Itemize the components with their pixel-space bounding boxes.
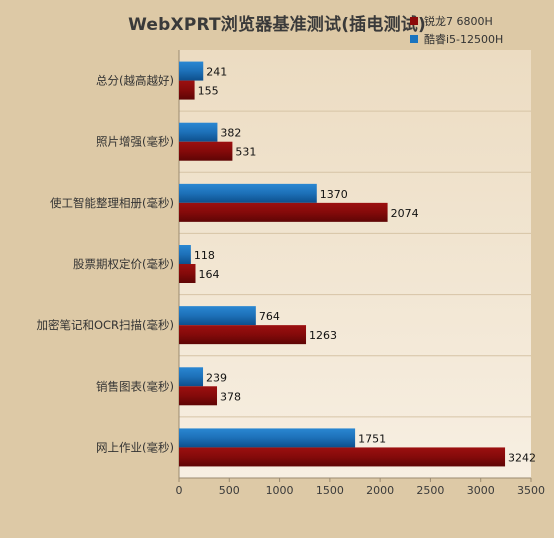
data-label-core-i5: 1751 bbox=[358, 432, 386, 445]
x-tick-label: 3500 bbox=[517, 484, 545, 497]
data-label-core-i5: 241 bbox=[206, 66, 227, 79]
category-label: 股票期权定价(毫秒) bbox=[73, 257, 174, 271]
legend-label-ryzen: 锐龙7 6800H bbox=[424, 15, 493, 28]
category-label: 销售图表(毫秒) bbox=[96, 379, 174, 393]
legend-label-core: 酷睿i5-12500H bbox=[424, 33, 504, 46]
data-label-ryzen7: 1263 bbox=[309, 329, 337, 342]
data-label-ryzen7: 531 bbox=[235, 146, 256, 159]
bar-ryzen7 bbox=[179, 141, 233, 161]
legend-swatch-core bbox=[410, 35, 418, 43]
x-tick-label: 2000 bbox=[366, 484, 394, 497]
bar-core-i5 bbox=[179, 428, 356, 448]
bar-ryzen7 bbox=[179, 386, 218, 406]
bar-ryzen7 bbox=[179, 447, 506, 467]
bar-core-i5 bbox=[179, 306, 256, 326]
bar-ryzen7 bbox=[179, 264, 196, 283]
bar-core-i5 bbox=[179, 183, 317, 203]
bar-ryzen7 bbox=[179, 202, 388, 222]
category-label: 加密笔记和OCR扫描(毫秒) bbox=[36, 318, 174, 332]
data-label-core-i5: 118 bbox=[194, 249, 215, 262]
x-tick-label: 2500 bbox=[416, 484, 444, 497]
x-tick-label: 0 bbox=[176, 484, 183, 497]
category-label: 照片增强(毫秒) bbox=[96, 135, 174, 149]
data-label-core-i5: 1370 bbox=[320, 188, 348, 201]
category-label: 网上作业(毫秒) bbox=[96, 440, 174, 454]
data-label-ryzen7: 378 bbox=[220, 390, 241, 403]
bar-core-i5 bbox=[179, 61, 204, 81]
data-label-core-i5: 764 bbox=[259, 310, 280, 323]
data-label-ryzen7: 2074 bbox=[391, 207, 419, 220]
data-label-ryzen7: 164 bbox=[198, 268, 219, 281]
category-label: 使工智能整理相册(毫秒) bbox=[50, 196, 174, 210]
data-label-core-i5: 382 bbox=[220, 127, 241, 140]
bar-core-i5 bbox=[179, 367, 204, 387]
x-tick-label: 1000 bbox=[266, 484, 294, 497]
x-tick-label: 1500 bbox=[316, 484, 344, 497]
legend-item-core: 酷睿i5-12500H bbox=[410, 30, 503, 48]
legend-item-ryzen: 锐龙7 6800H bbox=[410, 12, 503, 30]
bar-ryzen7 bbox=[179, 325, 307, 345]
x-tick-label: 3000 bbox=[467, 484, 495, 497]
data-label-core-i5: 239 bbox=[206, 371, 227, 384]
bar-ryzen7 bbox=[179, 80, 195, 100]
x-tick-label: 500 bbox=[219, 484, 240, 497]
category-label: 总分(越高越好) bbox=[96, 74, 174, 88]
chart-legend: 锐龙7 6800H 酷睿i5-12500H bbox=[410, 12, 503, 48]
plot-area bbox=[179, 50, 531, 478]
chart-title: WebXPRT浏览器基准测试(插电测试) bbox=[128, 15, 426, 35]
data-label-ryzen7: 155 bbox=[198, 85, 219, 98]
legend-swatch-ryzen bbox=[410, 17, 418, 25]
bar-core-i5 bbox=[179, 122, 218, 142]
data-label-ryzen7: 3242 bbox=[508, 451, 536, 464]
bar-core-i5 bbox=[179, 245, 191, 264]
